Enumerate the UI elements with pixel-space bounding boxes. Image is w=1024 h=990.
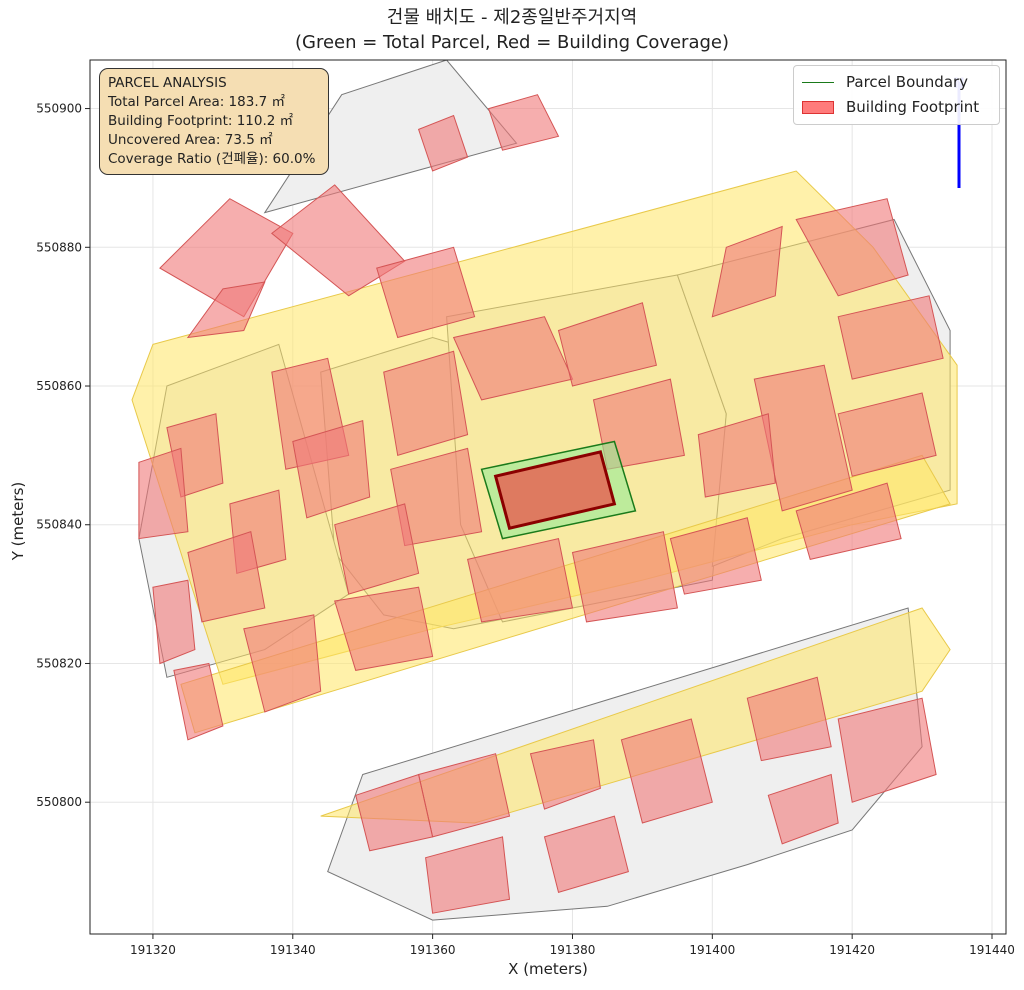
building-footprint (557, 302, 657, 387)
y-axis: 550800 550820 550840 550860 550880 550900 (36, 102, 90, 809)
building-footprint (292, 420, 371, 519)
legend-line-swatch (802, 82, 834, 83)
building-footprint (795, 198, 909, 297)
info-total-area: Total Parcel Area: 183.7 ㎡ (108, 94, 285, 110)
chart-title: 건물 배치도 - 제2종일반주거지역 (386, 7, 638, 28)
building-footprint (152, 579, 196, 665)
y-axis-label: Y (meters) (9, 481, 27, 561)
target-parcel-layer (480, 440, 637, 540)
info-uncovered: Uncovered Area: 73.5 ㎡ (108, 132, 273, 148)
building-footprint (571, 531, 678, 623)
building-footprint (543, 815, 630, 894)
info-coverage-ratio: Coverage Ratio (건폐율): 60.0% (108, 151, 316, 167)
x-tick-label: 191320 (130, 943, 176, 957)
building-footprint (620, 718, 713, 824)
building-footprint (746, 676, 832, 762)
x-tick-label: 191380 (550, 943, 596, 957)
chart-subtitle: (Green = Total Parcel, Red = Building Co… (294, 32, 730, 53)
building-footprint (425, 836, 511, 914)
y-tick-label: 550840 (36, 518, 82, 532)
building-footprint (837, 392, 937, 477)
building-footprint (138, 447, 189, 540)
building-footprint (669, 517, 762, 595)
building-footprint (417, 114, 469, 172)
legend: Parcel Boundary Building Footprint (793, 65, 1000, 125)
building-footprint (186, 281, 266, 339)
x-tick-label: 191340 (270, 943, 316, 957)
legend-patch-swatch (802, 101, 834, 114)
building-footprint (243, 614, 322, 713)
building-footprint (355, 773, 434, 852)
legend-item-building: Building Footprint (802, 96, 979, 118)
building-footprint (334, 503, 420, 595)
building-footprint (697, 413, 776, 498)
x-axis: 191320 191340 191360 191380 191400 191420 1914… (130, 934, 1015, 957)
building-footprint (383, 350, 469, 457)
legend-label-building: Building Footprint (846, 98, 980, 116)
building-footprint (376, 246, 476, 339)
building-footprint (467, 537, 574, 623)
building-footprint (529, 739, 601, 810)
building-layer (138, 94, 944, 914)
building-footprint (334, 586, 434, 671)
building-footprint (837, 697, 937, 803)
building-footprint (767, 773, 839, 845)
parcel-analysis-box: PARCEL ANALYSIS Total Parcel Area: 183.7… (99, 68, 329, 175)
legend-label-parcel: Parcel Boundary (846, 73, 969, 91)
y-tick-label: 550880 (36, 240, 82, 254)
y-tick-label: 550900 (36, 102, 82, 116)
building-footprint (711, 225, 783, 318)
y-tick-label: 550800 (36, 795, 82, 809)
building-footprint (487, 94, 560, 151)
y-tick-label: 550860 (36, 379, 82, 393)
building-footprint (795, 482, 902, 560)
x-tick-label: 191440 (969, 943, 1015, 957)
building-footprint (837, 295, 944, 380)
x-tick-label: 191420 (829, 943, 875, 957)
y-tick-label: 550820 (36, 656, 82, 670)
x-axis-label: X (meters) (508, 960, 588, 978)
info-title: PARCEL ANALYSIS (108, 75, 227, 91)
building-footprint (187, 531, 266, 623)
info-footprint: Building Footprint: 110.2 ㎡ (108, 113, 294, 129)
x-tick-label: 191360 (410, 943, 456, 957)
legend-item-parcel: Parcel Boundary (802, 71, 968, 93)
target-building (493, 450, 617, 530)
x-tick-label: 191400 (689, 943, 735, 957)
building-footprint (173, 662, 224, 741)
